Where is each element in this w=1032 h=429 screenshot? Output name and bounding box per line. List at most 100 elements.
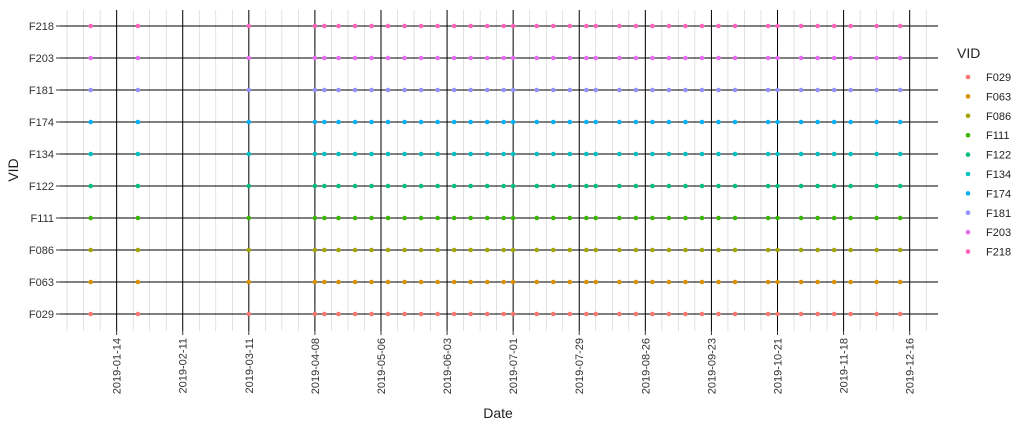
point-f086 xyxy=(683,247,688,253)
point-f122 xyxy=(716,183,721,189)
point-f134 xyxy=(510,151,516,157)
point-f181 xyxy=(617,87,622,93)
point-f218 xyxy=(650,23,655,29)
x-tick-label: 2019-03-11 xyxy=(244,338,256,393)
y-tick-label: F181 xyxy=(29,85,54,97)
y-tick-label: F029 xyxy=(29,309,54,321)
major-grid xyxy=(60,10,938,331)
point-f181 xyxy=(484,87,490,93)
point-f063 xyxy=(831,279,837,285)
point-f063 xyxy=(775,279,780,285)
point-f063 xyxy=(815,279,820,285)
point-f134 xyxy=(567,151,573,157)
point-f063 xyxy=(369,279,374,285)
point-f181 xyxy=(135,87,141,93)
y-tick-label: F203 xyxy=(29,53,54,65)
point-f029 xyxy=(666,311,672,317)
point-f122 xyxy=(798,183,804,189)
point-f063 xyxy=(593,279,599,285)
x-tick-label: 2019-12-16 xyxy=(905,338,917,394)
point-f122 xyxy=(312,183,318,189)
point-f174 xyxy=(385,119,391,125)
point-f029 xyxy=(593,311,599,317)
point-f029 xyxy=(584,311,589,317)
point-f086 xyxy=(369,247,374,253)
x-tick-label: 2019-05-06 xyxy=(376,338,388,394)
point-f122 xyxy=(246,183,252,189)
point-f134 xyxy=(633,151,639,157)
y-axis-ticks: F029 F063 F086 F111 F122 F134 F174 F181 F203 F218 xyxy=(29,21,60,321)
point-f134 xyxy=(468,151,473,157)
data-points xyxy=(88,23,903,317)
point-f218 xyxy=(584,23,589,29)
point-f122 xyxy=(550,183,556,189)
legend-key-f181 xyxy=(965,210,971,216)
point-f111 xyxy=(699,215,705,221)
point-f218 xyxy=(716,23,721,29)
x-tick-label: 2019-01-14 xyxy=(112,338,124,394)
point-f203 xyxy=(402,55,407,61)
point-f086 xyxy=(699,247,705,253)
point-f174 xyxy=(501,119,507,125)
point-f181 xyxy=(716,87,721,93)
point-f029 xyxy=(699,311,705,317)
point-f218 xyxy=(402,23,407,29)
point-f063 xyxy=(88,279,93,285)
point-f122 xyxy=(897,183,903,189)
point-f111 xyxy=(385,215,391,221)
point-f203 xyxy=(418,55,424,61)
point-f029 xyxy=(135,311,141,317)
point-f029 xyxy=(874,311,879,317)
point-f203 xyxy=(650,55,655,61)
point-f111 xyxy=(550,215,556,221)
point-f086 xyxy=(484,247,490,253)
point-f086 xyxy=(633,247,639,253)
point-f063 xyxy=(666,279,672,285)
point-f063 xyxy=(617,279,622,285)
point-f111 xyxy=(775,215,780,221)
point-f029 xyxy=(775,311,780,317)
point-f218 xyxy=(633,23,639,29)
point-f111 xyxy=(501,215,507,221)
point-f203 xyxy=(322,55,327,61)
point-f111 xyxy=(831,215,837,221)
point-f174 xyxy=(484,119,490,125)
point-f122 xyxy=(468,183,473,189)
point-f029 xyxy=(501,311,507,317)
point-f203 xyxy=(699,55,705,61)
point-f122 xyxy=(831,183,837,189)
point-f134 xyxy=(775,151,780,157)
point-f174 xyxy=(451,119,457,125)
point-f218 xyxy=(484,23,490,29)
point-f203 xyxy=(633,55,639,61)
point-f134 xyxy=(848,151,853,157)
point-f029 xyxy=(336,311,341,317)
point-f029 xyxy=(567,311,573,317)
point-f063 xyxy=(650,279,655,285)
point-f203 xyxy=(683,55,688,61)
point-f063 xyxy=(732,279,738,285)
point-f111 xyxy=(584,215,589,221)
point-f122 xyxy=(765,183,771,189)
point-f203 xyxy=(567,55,573,61)
point-f218 xyxy=(88,23,93,29)
point-f029 xyxy=(435,311,440,317)
point-f122 xyxy=(435,183,440,189)
point-f134 xyxy=(874,151,879,157)
point-f111 xyxy=(732,215,738,221)
point-f134 xyxy=(699,151,705,157)
point-f203 xyxy=(550,55,556,61)
x-tick-label: 2019-08-26 xyxy=(640,338,652,394)
point-f086 xyxy=(874,247,879,253)
point-f134 xyxy=(451,151,457,157)
point-f063 xyxy=(699,279,705,285)
point-f134 xyxy=(418,151,424,157)
point-f111 xyxy=(352,215,358,221)
point-f029 xyxy=(246,311,252,317)
point-f122 xyxy=(584,183,589,189)
point-f122 xyxy=(418,183,424,189)
point-f086 xyxy=(775,247,780,253)
point-f174 xyxy=(775,119,780,125)
point-f086 xyxy=(352,247,358,253)
